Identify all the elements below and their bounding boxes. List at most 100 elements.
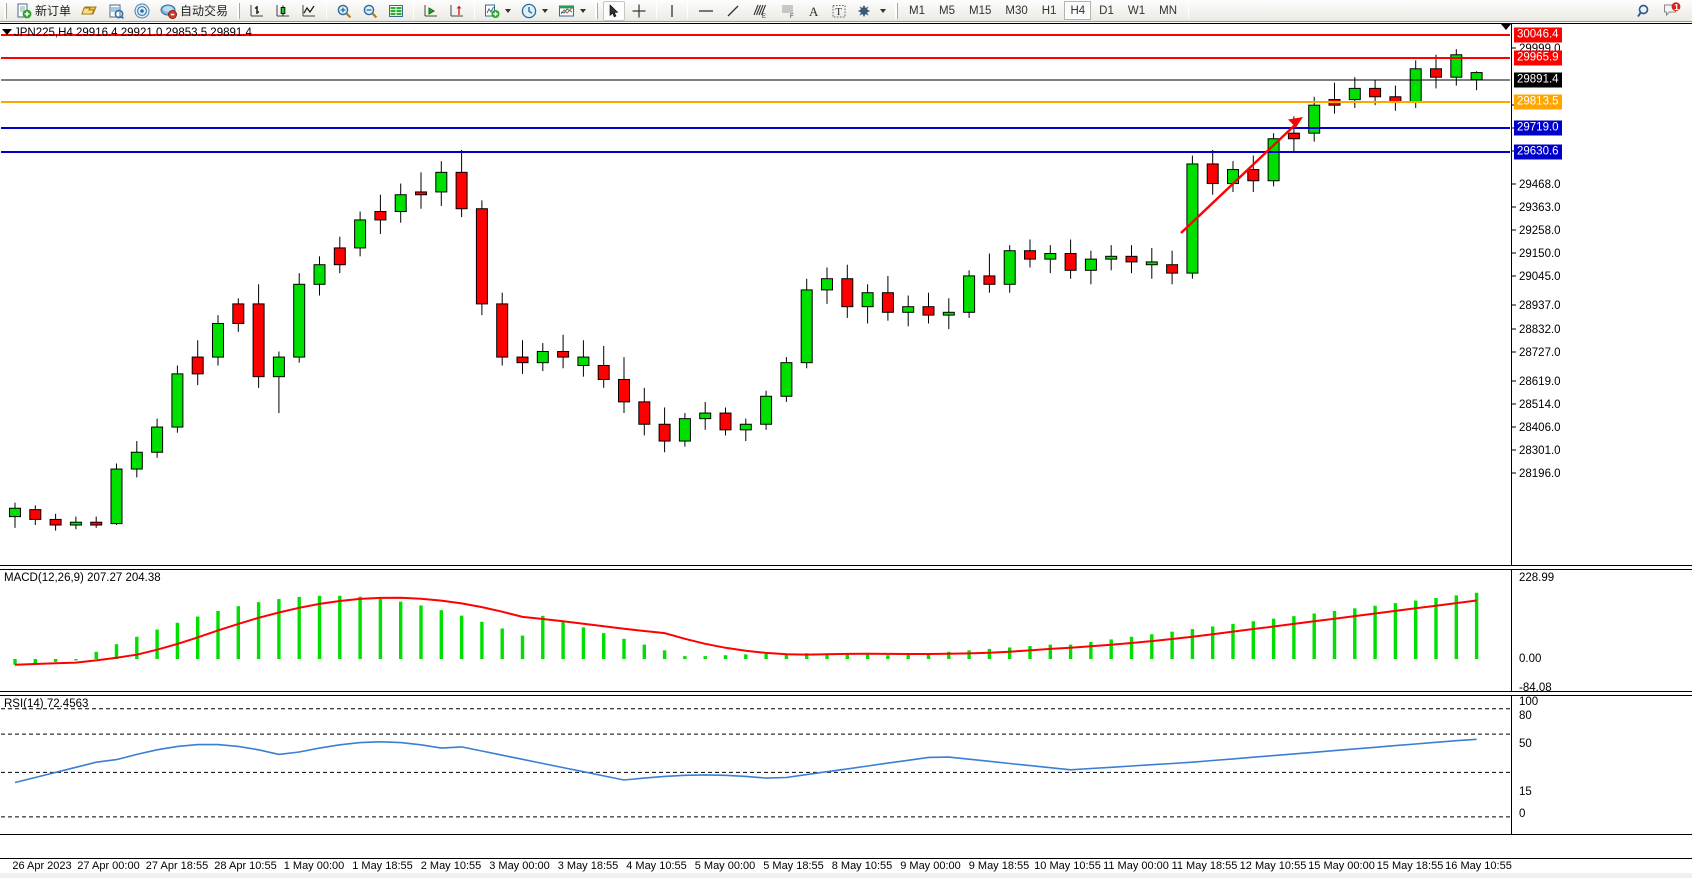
tab-m1[interactable]: M1: [909, 4, 926, 17]
price-pane[interactable]: JPN225,H4 29916.4 29921.0 29853.5 29891.…: [0, 23, 1692, 566]
data-window-button[interactable]: [384, 1, 408, 21]
fibonacci-button[interactable]: E: [747, 1, 773, 21]
macd-axis[interactable]: 228.99 0.00 -84.08: [1511, 570, 1692, 694]
tab-m15[interactable]: M15: [969, 4, 992, 17]
channel-button[interactable]: F: [775, 1, 801, 21]
rsi-plot[interactable]: [1, 696, 1510, 834]
svg-text:28196.0: 28196.0: [1519, 468, 1561, 480]
autotrading-button[interactable]: 自动交易: [156, 1, 232, 21]
time-axis-label: 11 May 00:00: [1103, 860, 1169, 872]
chevron-down-icon[interactable]: [880, 8, 887, 13]
tab-d1[interactable]: D1: [1099, 4, 1114, 17]
alerts-button[interactable]: 1: [1658, 1, 1686, 21]
svg-text:F: F: [790, 14, 794, 19]
text-button[interactable]: A: [803, 1, 825, 21]
price-label-pivot: 29813.5: [1514, 94, 1562, 110]
tab-h4[interactable]: H4: [1064, 1, 1092, 20]
price-plot[interactable]: [1, 24, 1510, 565]
svg-text:28832.0: 28832.0: [1519, 324, 1561, 336]
chevron-down-icon[interactable]: [580, 8, 587, 13]
rsi-tick-100: 100: [1519, 696, 1539, 708]
svg-text:28514.0: 28514.0: [1519, 399, 1561, 411]
svg-text:29363.0: 29363.0: [1519, 202, 1561, 214]
alerts-icon: 1: [1662, 2, 1682, 19]
navigator-button[interactable]: [130, 1, 154, 21]
tab-mn[interactable]: MN: [1159, 4, 1177, 17]
autotrading-icon: [160, 3, 178, 19]
tab-w1[interactable]: W1: [1127, 4, 1146, 17]
rsi-tick-50: 50: [1519, 738, 1532, 750]
templates-button[interactable]: [554, 1, 590, 21]
new-order-label: 新订单: [35, 4, 72, 18]
trendline-button[interactable]: [721, 1, 745, 21]
time-axis-label: 9 May 00:00: [900, 860, 961, 872]
crosshair-button[interactable]: [627, 1, 651, 21]
new-order-button[interactable]: 新订单: [12, 1, 75, 21]
chart-menu-caret-icon[interactable]: [1501, 24, 1511, 30]
chart-container[interactable]: JPN225,H4 29916.4 29921.0 29853.5 29891.…: [0, 23, 1692, 878]
new-order-icon: [16, 3, 32, 19]
rsi-tick-15: 15: [1519, 786, 1532, 798]
time-axis-label: 1 May 00:00: [283, 860, 345, 872]
cursor-icon: [607, 3, 621, 19]
time-axis-label: 1 May 18:55: [352, 860, 413, 872]
toolbar-grip-4[interactable]: [895, 2, 899, 19]
vertical-line-button[interactable]: [662, 1, 682, 21]
price-axis[interactable]: 29999.029786.029681.029576.029468.029363…: [1511, 24, 1692, 565]
macd-pane[interactable]: MACD(12,26,9) 207.27 204.38 228.99 0.00 …: [0, 569, 1692, 694]
tab-h1[interactable]: H1: [1041, 4, 1057, 17]
rsi-axis[interactable]: 100 80 50 15 0: [1511, 696, 1692, 834]
rsi-pane[interactable]: RSI(14) 72.4563 100 80 50 15 0: [0, 695, 1692, 835]
horizontal-line-button[interactable]: [693, 1, 719, 21]
print-preview-icon: [108, 3, 125, 19]
channel-icon: F: [779, 3, 797, 19]
symbol-info-label: JPN225,H4 29916.4 29921.0 29853.5 29891.…: [14, 27, 252, 39]
time-axis-label: 8 May 10:55: [831, 860, 893, 872]
search-button[interactable]: [1632, 1, 1656, 21]
svg-text:29258.0: 29258.0: [1519, 225, 1561, 237]
zoom-in-button[interactable]: [332, 1, 356, 21]
print-preview-button[interactable]: [104, 1, 128, 21]
line-chart-icon: [301, 3, 317, 19]
macd-plot[interactable]: [1, 570, 1510, 691]
time-axis-label: 27 Apr 00:00: [77, 860, 140, 872]
time-axis-label: 26 Apr 2023: [12, 860, 72, 872]
toolbar-separator-4: [656, 2, 658, 19]
period-button[interactable]: [517, 1, 552, 21]
svg-text:A: A: [809, 4, 819, 19]
alert-badge-count: 1: [1674, 2, 1679, 12]
time-axis-label: 11 May 18:55: [1171, 860, 1238, 872]
indicators-button[interactable]: [480, 1, 515, 21]
chevron-down-icon[interactable]: [542, 8, 549, 13]
chart-shift-icon: [449, 3, 465, 19]
shapes-button[interactable]: [853, 1, 890, 21]
bar-chart-button[interactable]: [245, 1, 269, 21]
zoom-out-button[interactable]: [358, 1, 382, 21]
search-icon: [1636, 3, 1652, 19]
cursor-button[interactable]: [603, 0, 626, 21]
line-chart-button[interactable]: [297, 1, 321, 21]
auto-scroll-button[interactable]: [419, 1, 443, 21]
chart-shift-button[interactable]: [445, 1, 469, 21]
tab-m5[interactable]: M5: [939, 4, 955, 17]
symbol-collapse-icon[interactable]: [2, 29, 12, 35]
text-label-button[interactable]: T: [827, 1, 851, 21]
rsi-indicator-label: RSI(14) 72.4563: [4, 698, 89, 710]
toolbar-separator-1: [326, 2, 328, 19]
folder-button[interactable]: [77, 1, 102, 21]
toolbar-grip-2[interactable]: [237, 2, 241, 19]
svg-text:28937.0: 28937.0: [1519, 300, 1561, 312]
tab-m30[interactable]: M30: [1005, 4, 1028, 17]
time-axis-label: 15 May 18:55: [1376, 860, 1444, 872]
candlestick-chart-button[interactable]: [271, 1, 295, 21]
price-label-support-lower: 29630.6: [1514, 144, 1562, 160]
crosshair-icon: [631, 3, 647, 19]
time-axis-label: 27 Apr 18:55: [145, 860, 209, 872]
price-label-support-upper: 29719.0: [1514, 120, 1562, 136]
toolbar-grip-3[interactable]: [595, 2, 599, 19]
time-axis-label: 9 May 18:55: [968, 860, 1030, 872]
time-axis-label: 3 May 00:00: [489, 860, 550, 872]
time-axis-label: 10 May 10:55: [1034, 860, 1101, 872]
chevron-down-icon[interactable]: [505, 8, 512, 13]
toolbar-grip[interactable]: [4, 2, 7, 19]
